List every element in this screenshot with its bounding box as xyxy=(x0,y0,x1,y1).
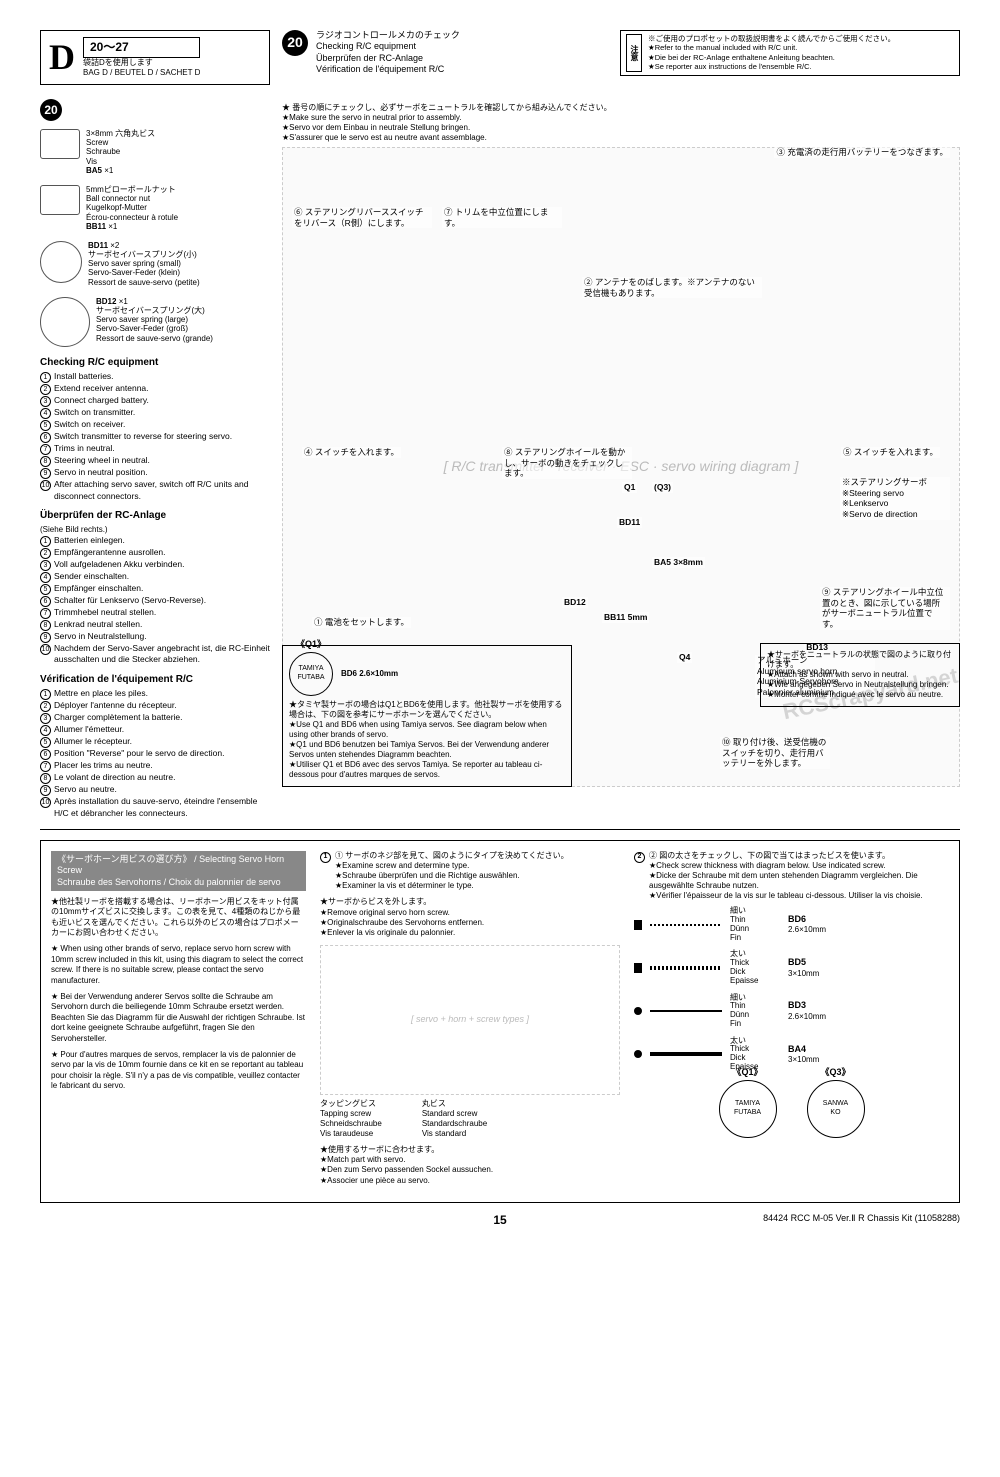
bd6-label: BD6 2.6×10mm xyxy=(341,669,398,679)
caution-box: 注意 ※ご使用のプロポセットの取扱説明書をよく読んでからご使用ください。 ★Re… xyxy=(620,30,960,76)
servo-horn-screw-box: 《サーボホーン用ビスの選び方》 / Selecting Servo Horn S… xyxy=(40,840,960,1203)
servo-note-en: ★ When using other brands of servo, repl… xyxy=(51,944,306,986)
screw-shaft-icon xyxy=(650,1052,722,1056)
parts-list: 3×8mm 六角丸ビス Screw Schraube Vis BA5 ×1 5m… xyxy=(40,129,270,347)
q1-note-jp: ★タミヤ製サーボの場合はQ1とBD6を使用します。他社製サーボを使用する場合は、… xyxy=(289,700,565,720)
callout-9: ⑨ ステアリングホイール中立位置のとき、図に示している場所がサーボニュートラル位… xyxy=(820,587,950,630)
step-20-small-badge: 20 xyxy=(40,99,62,121)
callout-4: ④ スイッチを入れます。 xyxy=(302,447,401,458)
servo-horn-diagram: [ servo + horn + screw types ] xyxy=(320,945,620,1095)
callout-7: ⑦ トリムを中立位置にします。 xyxy=(442,207,562,228)
steering-servo-label: ※ステアリングサーボ ※Steering servo ※Lenkservo ※S… xyxy=(840,477,950,520)
check-fr-title: Vérification de l'équipement R/C xyxy=(40,674,270,687)
standard-label: 丸ビス Standard screw Standardschraube Vis … xyxy=(422,1099,487,1139)
preassy-note: ★ 番号の順にチェックし、必ずサーボをニュートラルを確認してから組み込んでくださ… xyxy=(282,103,960,143)
bag-jp: 袋詰Dを使用します xyxy=(83,58,200,68)
check-en-list: 1Install batteries. 2Extend receiver ant… xyxy=(40,371,270,502)
step-20-badge: 20 xyxy=(282,30,308,56)
section-letter: D xyxy=(49,35,75,80)
callout-1: ① 電池をセットします。 xyxy=(312,617,411,628)
screw-head-icon xyxy=(634,1050,642,1058)
substep-1: 1 ① サーボのネジ部を見て、図のようにタイプを決めてください。 ★Examin… xyxy=(320,851,620,891)
page-footer: 15 84424 RCC M-05 Ver.Ⅱ R Chassis Kit (1… xyxy=(40,1213,960,1228)
caution-label: 注意 xyxy=(626,34,642,72)
screw-row: 細いThinDünnFin BD62.6×10mm xyxy=(634,907,949,942)
screw-row: 太いThickDickEpaisse BD53×10mm xyxy=(634,950,949,985)
check-fr-list: 1Mettre en place les piles. 2Déployer l'… xyxy=(40,688,270,819)
screw-shaft-icon xyxy=(650,924,722,926)
screw-row: 細いThinDünnFin BD32.6×10mm xyxy=(634,994,949,1029)
screw-head-icon xyxy=(634,1007,642,1015)
ball-nut-icon xyxy=(40,185,80,215)
horn-options: 《Q1》 TAMIYA FUTABA 《Q3》 SANWA KO xyxy=(634,1080,949,1138)
servo-neutral-note: ★サーボをニュートラルの状態で図のように取り付けます。 ★Attach as s… xyxy=(760,643,960,707)
q1-label: Q1 xyxy=(622,482,637,493)
bd11-label: BD11 xyxy=(617,517,642,528)
horn-q1: 《Q1》 TAMIYA FUTABA xyxy=(719,1080,777,1138)
step-title-fr: Vérification de l'équipement R/C xyxy=(316,64,460,75)
q1-inset-box: TAMIYA FUTABA《Q1》 BD6 2.6×10mm ★タミヤ製サーボの… xyxy=(282,645,572,787)
servo-note-jp: ★他社製リーボを搭載する場合は、リーボホーン用ビスをキット付属の10mmサイズビ… xyxy=(51,897,306,939)
section-d-header: D 20～27 袋詰Dを使用します BAG D / BEUTEL D / SAC… xyxy=(40,30,270,85)
q4-label: Q4 xyxy=(677,652,692,663)
callout-5: ⑤ スイッチを入れます。 xyxy=(841,447,940,458)
servo-note-fr: ★ Pour d'autres marques de servos, rempl… xyxy=(51,1050,306,1092)
check-de-title: Überprüfen der RC-Anlage xyxy=(40,510,270,523)
callout-6: ⑥ ステアリングリバーススイッチをリバース（R側）にします。 xyxy=(292,207,432,228)
spring-small-icon xyxy=(40,241,82,283)
q3-label: (Q3) xyxy=(652,482,673,493)
servo-note-de: ★ Bei der Verwendung anderer Servos soll… xyxy=(51,992,306,1044)
caution-fr: ★Se reporter aux instructions de l'ensem… xyxy=(648,62,895,71)
screw-head-icon xyxy=(634,963,642,973)
step-20-titles: ラジオコントロールメカのチェック Checking R/C equipment … xyxy=(316,30,460,75)
step-title-en: Checking R/C equipment xyxy=(316,41,460,52)
screw-icon xyxy=(40,129,80,159)
ba5-label: BA5 3×8mm xyxy=(652,557,705,568)
match-note: ★使用するサーボに合わせます。 ★Match part with servo. … xyxy=(320,1145,620,1187)
caution-jp: ※ご使用のプロポセットの取扱説明書をよく読んでからご使用ください。 xyxy=(648,34,895,43)
step-range: 20～27 xyxy=(83,37,200,58)
q1-horn-icon: TAMIYA FUTABA《Q1》 xyxy=(289,652,333,696)
part-row: BD12 ×1 サーボセイバースプリング(大) Servo saver spri… xyxy=(40,297,270,347)
part-row: 3×8mm 六角丸ビス Screw Schraube Vis BA5 ×1 xyxy=(40,129,270,175)
check-en-title: Checking R/C equipment xyxy=(40,357,270,370)
screw-shaft-icon xyxy=(650,1010,722,1012)
remove-note: ★サーボからビスを外します。 ★Remove original servo ho… xyxy=(320,897,620,939)
callout-10: ⑩ 取り付け後、送受信機のスイッチを切り、走行用バッテリーを外します。 xyxy=(720,737,830,769)
callout-8: ⑧ ステアリングホイールを動かし、サーボの動きをチェックします。 xyxy=(502,447,632,479)
page-number: 15 xyxy=(493,1213,506,1227)
screw-table: 細いThinDünnFin BD62.6×10mm 太いThickDickEpa… xyxy=(634,907,949,1072)
bb11-label: BB11 5mm xyxy=(602,612,649,623)
q1-note-fr: ★Utiliser Q1 et BD6 avec des servos Tami… xyxy=(289,760,565,780)
horn-q3: 《Q3》 SANWA KO xyxy=(807,1080,865,1138)
caution-de: ★Die bei der RC-Anlage enthaltene Anleit… xyxy=(648,53,895,62)
section-separator xyxy=(40,829,960,830)
spring-large-icon xyxy=(40,297,90,347)
screw-row: 太いThickDickEpaisse BA43×10mm xyxy=(634,1037,949,1072)
check-de-subtitle: (Siehe Bild rechts.) xyxy=(40,525,270,535)
caution-en: ★Refer to the manual included with R/C u… xyxy=(648,43,895,52)
footer-code: 84424 RCC M-05 Ver.Ⅱ R Chassis Kit (1105… xyxy=(763,1213,960,1224)
check-de-list: 1Batterien einlegen. 2Empfängerantenne a… xyxy=(40,535,270,666)
bag-multi: BAG D / BEUTEL D / SACHET D xyxy=(83,68,200,78)
part-row: 5mmピローボールナット Ball connector nut Kugelkop… xyxy=(40,185,270,231)
part-row: BD11 ×2 サーボセイバースプリング(小) Servo saver spri… xyxy=(40,241,270,287)
step-title-jp: ラジオコントロールメカのチェック xyxy=(316,30,460,41)
substep-2: 2 ② 図の太さをチェックし、下の図で当てはまったビスを使います。 ★Check… xyxy=(634,851,949,901)
callout-3: ③ 充電済の走行用バッテリーをつなぎます。 xyxy=(774,147,950,158)
step-title-de: Überprüfen der RC-Anlage xyxy=(316,53,460,64)
rc-equipment-diagram: [ R/C transmitter · receiver · ESC · ser… xyxy=(282,147,960,787)
screw-shaft-icon xyxy=(650,966,722,970)
callout-2: ② アンテナをのばします。※アンテナのない受信機もあります。 xyxy=(582,277,762,298)
screw-head-icon xyxy=(634,920,642,930)
q1-note-en: ★Use Q1 and BD6 when using Tamiya servos… xyxy=(289,720,565,740)
bd12-label: BD12 xyxy=(562,597,588,608)
tapping-label: タッピングビス Tapping screw Schneidschraube Vi… xyxy=(320,1099,382,1139)
servo-screw-title: 《サーボホーン用ビスの選び方》 / Selecting Servo Horn S… xyxy=(51,851,306,891)
q1-note-de: ★Q1 und BD6 benutzen bei Tamiya Servos. … xyxy=(289,740,565,760)
